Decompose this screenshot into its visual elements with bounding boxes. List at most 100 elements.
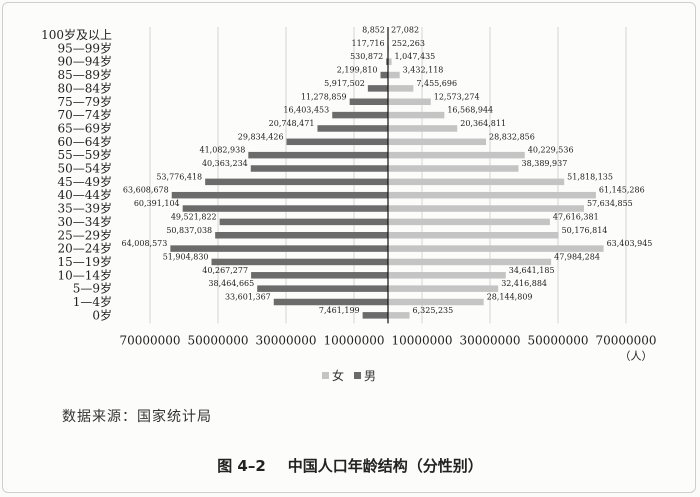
category-label: 30—34岁 bbox=[57, 214, 112, 229]
bar-female bbox=[388, 232, 559, 239]
data-label-male: 530,872 bbox=[350, 52, 383, 61]
legend-label-female: 女 bbox=[332, 369, 345, 383]
x-tick-label: 30000000 bbox=[255, 333, 316, 347]
bar-male bbox=[349, 98, 388, 105]
bar-female bbox=[388, 298, 484, 306]
data-label-female: 34,641,185 bbox=[509, 266, 555, 275]
data-label-male: 50,837,038 bbox=[166, 226, 212, 235]
data-label-female: 51,818,135 bbox=[567, 172, 613, 181]
x-tick-label: 30000000 bbox=[459, 333, 520, 347]
bar-female bbox=[388, 138, 487, 146]
data-label-male: 7,461,199 bbox=[319, 306, 360, 315]
bar-female bbox=[388, 178, 565, 186]
category-label: 5—9岁 bbox=[73, 281, 112, 296]
bar-male bbox=[317, 125, 388, 132]
category-label: 90—94岁 bbox=[57, 54, 112, 69]
data-label-male: 11,278,859 bbox=[301, 92, 347, 101]
category-label: 40—44岁 bbox=[57, 187, 112, 202]
data-label-male: 40,267,277 bbox=[202, 266, 248, 275]
bar-male bbox=[205, 178, 388, 186]
data-label-male: 53,776,418 bbox=[156, 172, 202, 181]
data-label-female: 27,082 bbox=[391, 26, 419, 35]
legend-label-male: 男 bbox=[364, 369, 377, 383]
data-label-male: 49,521,822 bbox=[171, 212, 217, 221]
data-label-male: 20,748,471 bbox=[269, 119, 315, 128]
x-tick-label: 10000000 bbox=[323, 333, 384, 347]
x-tick-label: 10000000 bbox=[391, 333, 452, 347]
legend-swatch-female bbox=[322, 372, 329, 379]
bar-female bbox=[388, 272, 506, 279]
data-label-male: 64,008,573 bbox=[122, 239, 168, 248]
data-label-male: 29,834,426 bbox=[238, 132, 284, 141]
data-label-male: 16,403,453 bbox=[283, 106, 329, 115]
category-label: 85—89岁 bbox=[57, 67, 112, 82]
bar-male bbox=[182, 205, 388, 212]
data-label-female: 47,984,284 bbox=[554, 252, 600, 261]
category-label: 55—59岁 bbox=[57, 147, 112, 162]
data-label-male: 38,464,665 bbox=[208, 279, 254, 288]
x-tick-label: 70000000 bbox=[119, 333, 180, 347]
bar-male bbox=[250, 165, 388, 172]
legend-item-male: 男 bbox=[354, 367, 376, 384]
data-label-male: 63,608,678 bbox=[123, 186, 169, 195]
bar-male bbox=[219, 218, 388, 226]
bar-male bbox=[171, 191, 388, 199]
bar-female bbox=[388, 151, 525, 159]
category-label: 0岁 bbox=[92, 307, 112, 322]
bar-male bbox=[367, 85, 388, 92]
bar-male bbox=[211, 258, 388, 266]
data-label-female: 28,832,856 bbox=[489, 132, 535, 141]
bar-female bbox=[388, 258, 552, 266]
category-label: 75—79岁 bbox=[57, 94, 112, 109]
data-label-female: 1,047,435 bbox=[395, 52, 436, 61]
bar-male bbox=[386, 58, 388, 65]
data-label-female: 6,325,235 bbox=[413, 306, 454, 315]
data-label-female: 40,229,536 bbox=[528, 146, 574, 155]
category-label: 10—14岁 bbox=[57, 267, 112, 282]
bar-female bbox=[388, 71, 400, 79]
data-label-female: 50,176,814 bbox=[562, 226, 608, 235]
figure-caption: 图 4–2 中国人口年龄结构（分性别） bbox=[0, 455, 700, 476]
data-label-male: 5,917,502 bbox=[324, 79, 365, 88]
figure-title: 中国人口年龄结构（分性别） bbox=[287, 457, 483, 475]
bar-female bbox=[388, 191, 596, 199]
data-label-male: 60,391,104 bbox=[134, 199, 180, 208]
data-label-female: 20,364,811 bbox=[460, 119, 506, 128]
data-label-female: 32,416,884 bbox=[501, 279, 547, 288]
data-label-female: 3,432,118 bbox=[403, 66, 444, 75]
bar-female bbox=[388, 312, 410, 319]
bar-female bbox=[388, 85, 414, 92]
data-label-male: 41,082,938 bbox=[200, 146, 246, 155]
category-label: 25—29岁 bbox=[57, 227, 112, 242]
bar-female bbox=[388, 125, 458, 132]
category-label: 70—74岁 bbox=[57, 107, 112, 122]
legend-item-female: 女 bbox=[322, 367, 344, 384]
category-label: 1—4岁 bbox=[73, 294, 112, 309]
data-label-male: 33,601,367 bbox=[225, 293, 271, 302]
bar-male bbox=[248, 151, 388, 159]
bar-female bbox=[388, 98, 431, 105]
bar-female bbox=[388, 58, 392, 65]
data-label-female: 7,455,696 bbox=[416, 79, 457, 88]
x-unit-label: （人） bbox=[620, 349, 653, 362]
x-tick-label: 70000000 bbox=[595, 333, 656, 347]
data-label-female: 38,389,937 bbox=[522, 159, 568, 168]
bar-male bbox=[170, 245, 388, 252]
x-tick-label: 50000000 bbox=[187, 333, 248, 347]
x-tick-label: 50000000 bbox=[527, 333, 588, 347]
category-label: 60—64岁 bbox=[57, 134, 112, 149]
bar-female bbox=[388, 218, 550, 226]
category-label: 80—84岁 bbox=[57, 80, 112, 95]
category-label: 95—99岁 bbox=[57, 40, 112, 55]
data-label-female: 28,144,809 bbox=[487, 293, 533, 302]
category-label: 65—69岁 bbox=[57, 120, 112, 135]
data-label-female: 16,568,944 bbox=[447, 106, 493, 115]
bar-male bbox=[332, 111, 388, 119]
category-label: 15—19岁 bbox=[57, 254, 112, 269]
data-source-note: 数据来源：国家统计局 bbox=[62, 409, 212, 425]
data-label-female: 61,145,286 bbox=[599, 186, 645, 195]
bar-male bbox=[286, 138, 388, 146]
category-label: 35—39岁 bbox=[57, 201, 112, 216]
data-label-female: 12,573,274 bbox=[434, 92, 480, 101]
bar-male bbox=[380, 71, 388, 79]
